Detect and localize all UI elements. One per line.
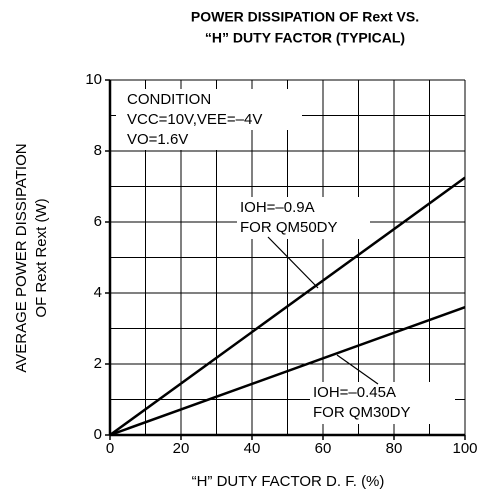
x-tick-label: 100 [452, 440, 477, 457]
y-tick-label: 4 [94, 284, 102, 301]
x-tick-label: 60 [315, 440, 332, 457]
chart-title: POWER DISSIPATION OF Rext VS. [191, 9, 419, 25]
x-tick-label: 0 [106, 440, 114, 457]
annotation-box [310, 382, 455, 424]
series-line [109, 306, 466, 437]
y-tick-label: 0 [94, 426, 102, 443]
y-tick-label: 8 [94, 142, 102, 159]
annotation: VCC=10V,VEE=–4V [127, 111, 262, 128]
chart-subtitle: “H” DUTY FACTOR (TYPICAL) [205, 30, 405, 46]
x-tick-label: 80 [386, 440, 403, 457]
condition-box [116, 89, 302, 130]
x-tick-label: 20 [173, 440, 190, 457]
annotation: VO=1.6V [127, 131, 188, 148]
y-axis-label: OF Rext Rext (W) [33, 198, 50, 317]
annotation: FOR QM30DY [313, 404, 411, 421]
y-axis-label: AVERAGE POWER DISSIPATION [13, 143, 30, 372]
y-tick-label: 6 [94, 213, 102, 230]
leader-line [336, 354, 379, 385]
x-tick-label: 40 [244, 440, 261, 457]
annotation: CONDITION [127, 91, 211, 108]
annotation-box [237, 197, 370, 239]
annotation: IOH=–0.45A [313, 384, 396, 401]
y-tick-label: 2 [94, 355, 102, 372]
y-tick-label: 10 [85, 71, 102, 88]
series-line [109, 176, 466, 437]
annotation: FOR QM50DY [240, 219, 338, 236]
leader-line [267, 236, 319, 289]
annotation: IOH=–0.9A [240, 199, 315, 216]
x-axis-label: “H” DUTY FACTOR D. F. (%) [192, 473, 385, 490]
condition-box [116, 128, 232, 150]
